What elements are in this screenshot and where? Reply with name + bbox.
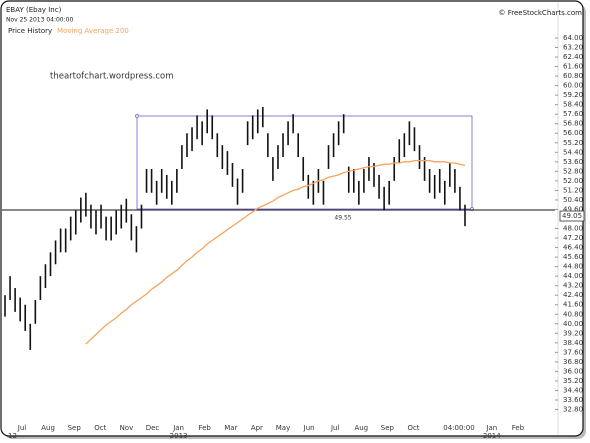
y-tick-label: 60.00 [563,82,583,90]
x-tick-label: Apr [251,424,263,432]
x-tick-label: Sep [381,424,395,432]
y-tick-label: 63.20 [563,44,583,52]
cursor-time: 04:00:00 [443,424,474,432]
y-tick-label: 56.00 [563,129,583,137]
y-tick-label: 40.80 [563,310,583,318]
y-tick-label: 36.00 [563,367,583,375]
x-tick-label: Dec [146,424,160,432]
watermark: theartofchart.wordpress.com [50,72,174,82]
year-label: 2014 [483,432,501,440]
x-tick-label: Jan [485,424,497,432]
x-tick-label: Jul [330,424,340,432]
y-tick-label: 50.40 [563,196,583,204]
x-tick-label: Jun [303,424,315,432]
y-tick-label: 61.60 [563,63,583,71]
y-tick-label: 40.00 [563,320,583,328]
x-tick-label: May [276,424,290,432]
x-tick-label: Sep [68,424,82,432]
support-label: 49.55 [334,215,351,222]
y-tick-label: 53.60 [563,158,583,166]
moving-average [85,159,466,345]
legend-entry: Price History [8,27,52,35]
source: © FreeStockCharts.com [498,9,582,17]
y-tick-label: 34.40 [563,386,583,394]
y-tick-label: 62.40 [563,53,583,61]
x-tick-label: Oct [94,424,106,432]
y-tick-label: 36.80 [563,358,583,366]
y-tick-label: 33.60 [563,396,583,404]
y-tick-label: 39.20 [563,329,583,337]
year-label: 12 [8,432,17,440]
y-tick-label: 52.80 [563,167,583,175]
y-tick-label: 41.60 [563,301,583,309]
x-tick-label: Jan [172,424,184,432]
x-tick-label: Aug [41,424,55,432]
x-tick-label: Feb [512,424,525,432]
y-tick-label: 59.20 [563,91,583,99]
y-tick-label: 32.80 [563,406,583,414]
x-tick-label: Aug [354,424,368,432]
y-tick-label: 56.80 [563,120,583,128]
y-tick-label: 37.60 [563,348,583,356]
y-tick-label: 47.20 [563,234,583,242]
y-tick-label: 64.00 [563,34,583,42]
year-label: 2013 [170,432,188,440]
y-tick-label: 55.20 [563,139,583,147]
x-tick-label: Oct [407,424,419,432]
chart-title: EBAY (Ebay Inc) [6,6,62,14]
x-tick-label: Jul [17,424,27,432]
last-price-box [559,210,585,222]
subtitle: Nov 25 2013 04:00:00 [6,17,73,24]
y-tick-label: 51.20 [563,186,583,194]
range-box [136,115,473,210]
y-tick-label: 57.60 [563,110,583,118]
y-tick-label: 52.00 [563,177,583,185]
y-tick-label: 48.00 [563,225,583,233]
y-tick-label: 43.20 [563,282,583,290]
y-tick-label: 45.60 [563,253,583,261]
y-tick-label: 44.80 [563,263,583,271]
x-tick-label: Nov [120,424,134,432]
y-tick-label: 42.40 [563,291,583,299]
y-tick-label: 46.40 [563,244,583,252]
y-tick-label: 35.20 [563,377,583,385]
y-tick-label: 44.00 [563,272,583,280]
last-price-label: 49.05 [562,212,582,220]
y-tick-label: 49.60 [563,205,583,213]
y-tick-label: 60.80 [563,72,583,80]
y-tick-label: 38.40 [563,339,583,347]
panel [0,0,584,437]
x-tick-label: Mar [224,424,237,432]
legend-entry: Moving Average 200 [57,27,129,35]
y-tick-label: 54.40 [563,148,583,156]
x-tick-label: Feb [198,424,211,432]
handle [135,114,139,118]
y-tick-label: 58.40 [563,101,583,109]
